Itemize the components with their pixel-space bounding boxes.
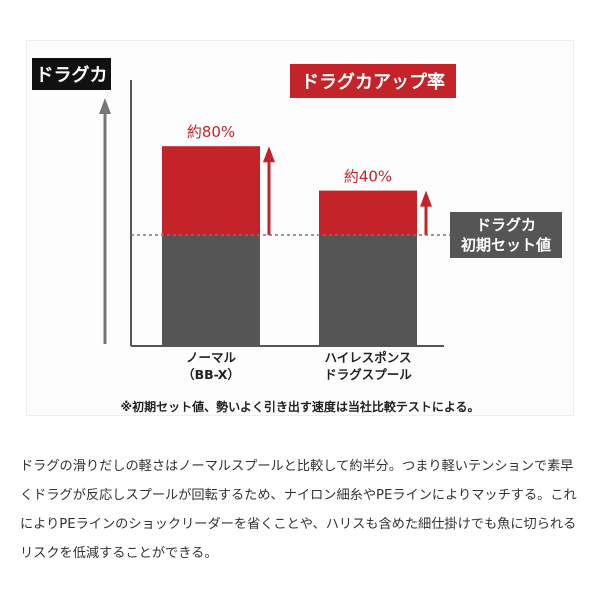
increase-arrow-head-1 xyxy=(263,146,275,163)
baseline-label: ドラグカ 初期セット値 xyxy=(450,212,562,258)
category-label-2-line-1: ハイレスポンス xyxy=(324,350,411,365)
chart-title: ドラグカアップ率 xyxy=(290,64,456,98)
bar-increase-1 xyxy=(162,146,260,235)
description-line-2: くドラグが反応しスプールが回転するため、ナイロン細糸やPEラインによりマッチする… xyxy=(20,488,577,503)
y-axis-arrow-head xyxy=(99,98,111,114)
description-line-4: リスクを低減することができる。 xyxy=(20,546,218,561)
data-label-2: 約40% xyxy=(344,168,392,186)
description: ドラグの滑りだしの軽さはノーマルスプールと比較して約半分。つまり軽いテンションで… xyxy=(20,452,582,568)
y-axis-label: ドラグカ xyxy=(32,58,111,90)
data-label-1: 約80% xyxy=(187,123,235,141)
description-line-1: ドラグの滑りだしの軽さはノーマルスプールと比較して約半分。つまり軽いテンションで… xyxy=(20,459,574,474)
category-label-1-line-1: ノーマル xyxy=(186,350,237,365)
bar-increase-2 xyxy=(319,190,417,235)
description-line-3: によりPEラインのショックリーダーを省くことや、ハリスも含めた細仕掛けでも魚に切… xyxy=(20,517,577,532)
baseline-label-line-1: ドラグカ xyxy=(475,216,536,234)
bar-base-2 xyxy=(319,235,417,346)
bar-base-1 xyxy=(162,235,260,346)
footnote: ※初期セット値、勢いよく引き出す速度は当社比較テストによる。 xyxy=(120,400,480,414)
category-label-2-line-2: ドラグスプール xyxy=(324,367,412,382)
category-label-1-line-2: （BB-X） xyxy=(182,367,240,382)
increase-arrow-head-2 xyxy=(420,190,432,207)
baseline-label-line-2: 初期セット値 xyxy=(460,236,551,254)
